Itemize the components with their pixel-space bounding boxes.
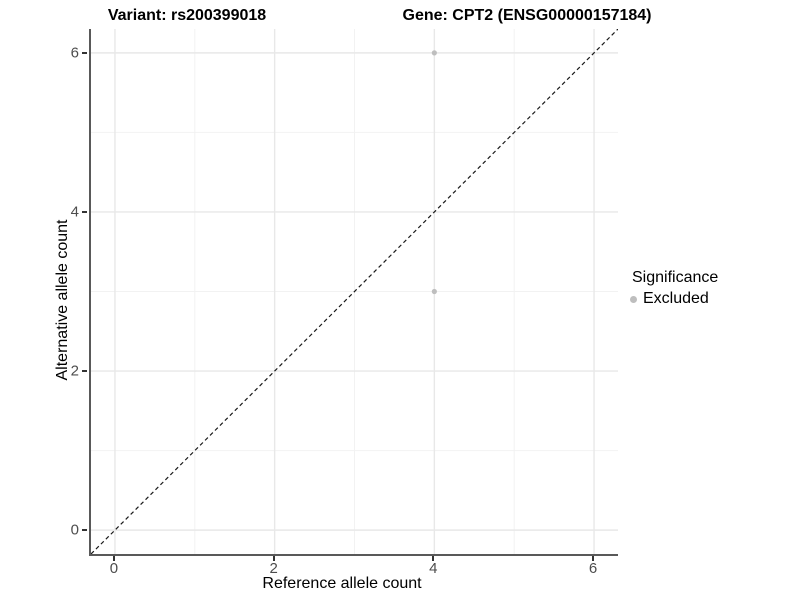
legend-item-label: Excluded: [643, 290, 709, 307]
identity-dashed-line: [91, 29, 618, 554]
x-tick-label: 0: [109, 560, 119, 577]
x-axis-title: Reference allele count: [262, 575, 422, 592]
legend: Significance Excluded: [630, 269, 718, 308]
plot-panel: [89, 29, 618, 556]
plot-title-variant: Variant: rs200399018: [107, 7, 267, 24]
y-tick-label: 0: [70, 521, 79, 539]
y-tick-mark: [82, 529, 87, 532]
y-tick-label: 2: [70, 362, 79, 380]
x-tick-mark: [432, 556, 435, 561]
legend-point-icon: [630, 295, 637, 303]
data-point: [431, 50, 437, 56]
plot-panel-svg: [91, 29, 618, 554]
x-tick-mark: [112, 556, 115, 561]
y-axis-title: Alternative allele count: [54, 219, 71, 381]
x-tick-label: 4: [429, 560, 438, 577]
y-tick-mark: [82, 210, 87, 213]
y-tick-mark: [82, 370, 87, 373]
y-tick-label: 4: [70, 203, 79, 221]
x-tick-mark: [592, 556, 595, 561]
y-tick-label: 6: [70, 44, 79, 62]
y-tick-mark: [82, 51, 87, 54]
x-tick-label: 6: [588, 560, 598, 577]
x-tick-label: 2: [269, 560, 278, 577]
legend-title: Significance: [632, 269, 719, 286]
data-point: [431, 288, 437, 295]
x-tick-mark: [272, 556, 275, 561]
legend-item-excluded: Excluded: [630, 290, 718, 308]
plot-title-gene: Gene: CPT2 (ENSG00000157184): [402, 7, 652, 24]
